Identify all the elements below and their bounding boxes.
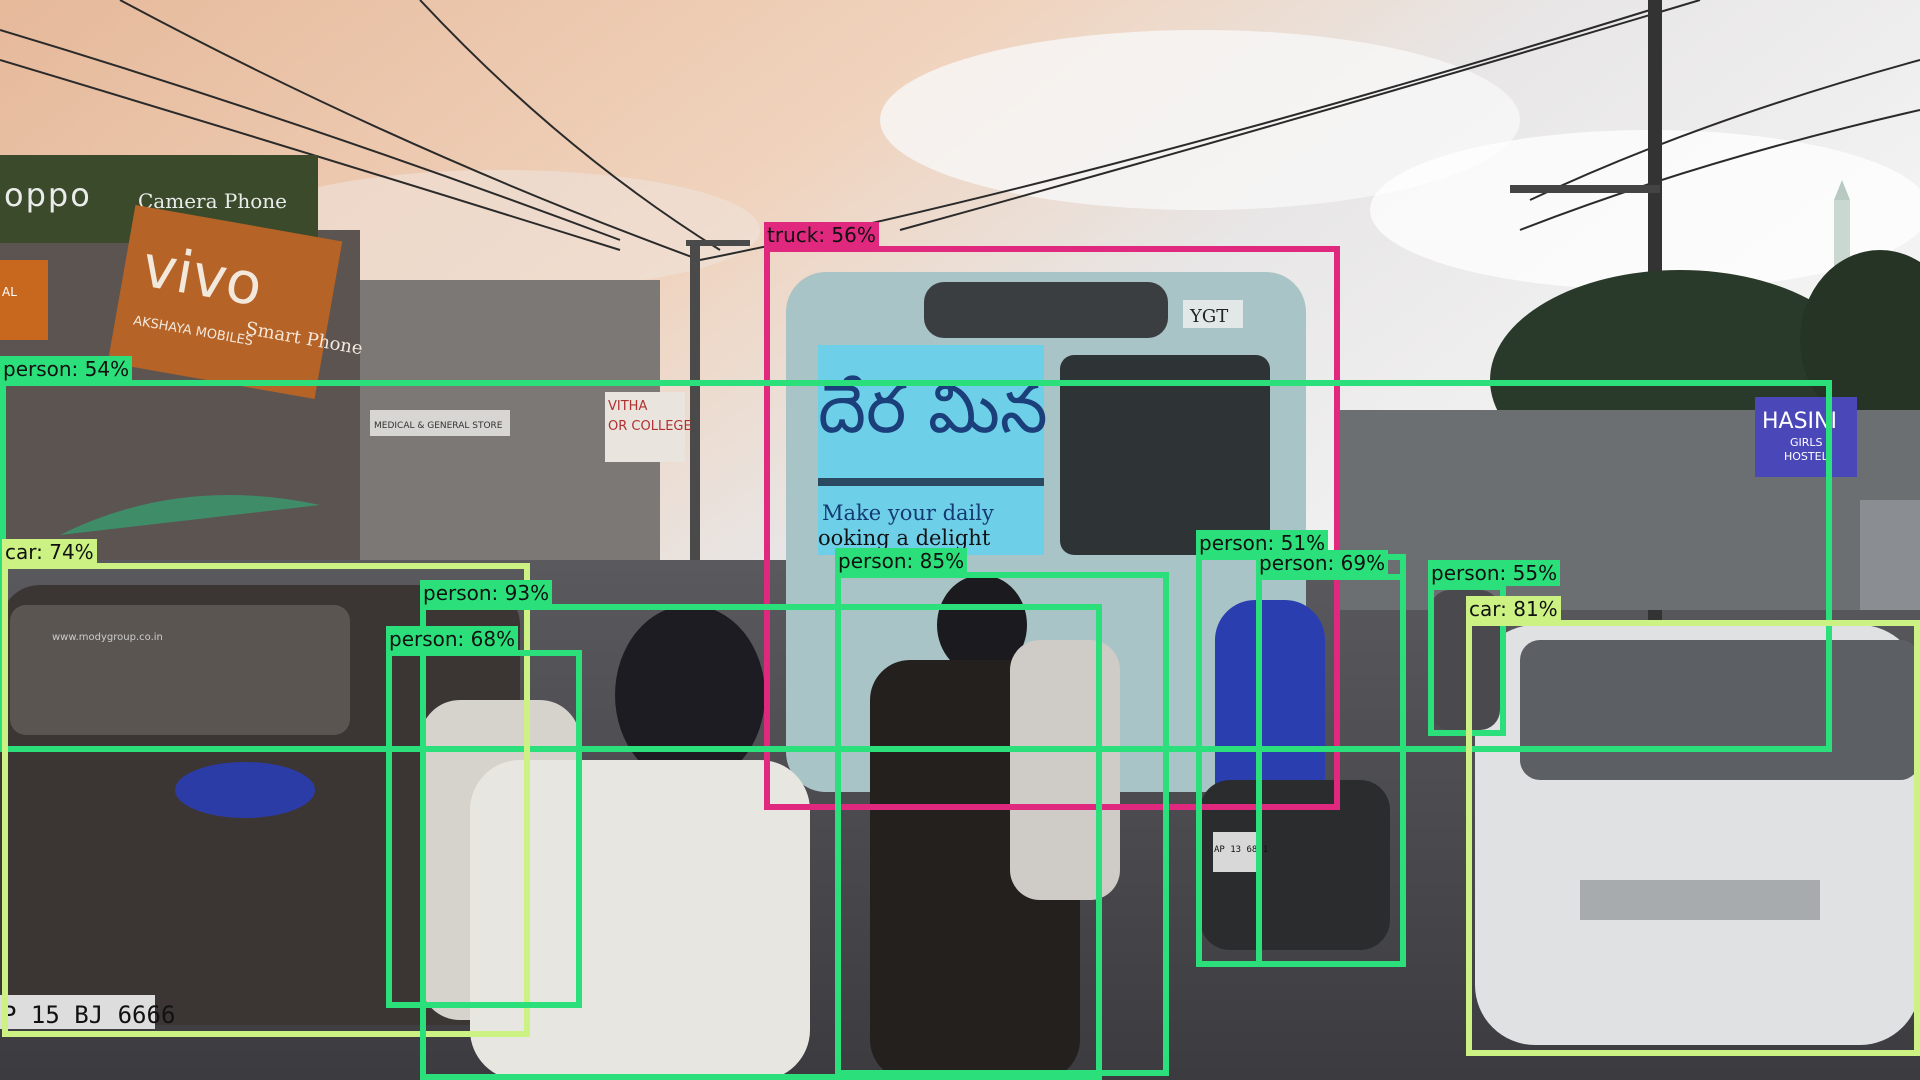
detection-label: car: 81%	[1466, 596, 1561, 622]
detection-label: person: 85%	[835, 548, 967, 574]
pole-crossbar	[686, 240, 750, 246]
detection-box-car: car: 81%	[1466, 620, 1920, 1056]
detection-label: person: 69%	[1256, 550, 1388, 576]
detection-label: person: 54%	[0, 356, 132, 382]
shop-shutter	[1860, 500, 1920, 610]
left-edge-sign	[0, 260, 48, 340]
detection-label: truck: 56%	[764, 222, 879, 248]
oppo-brand: oppo	[4, 176, 92, 214]
street-lamp-arm	[1510, 185, 1660, 193]
detection-box-person: person: 69%	[1256, 574, 1406, 967]
detection-label: person: 55%	[1428, 560, 1560, 586]
left-edge-text: AL	[2, 285, 17, 299]
detection-label: person: 93%	[420, 580, 552, 606]
detection-label: car: 74%	[2, 539, 97, 565]
detection-label: person: 68%	[386, 626, 518, 652]
detection-box-person: person: 68%	[386, 650, 582, 1008]
detection-box-person: person: 85%	[835, 572, 1169, 1076]
